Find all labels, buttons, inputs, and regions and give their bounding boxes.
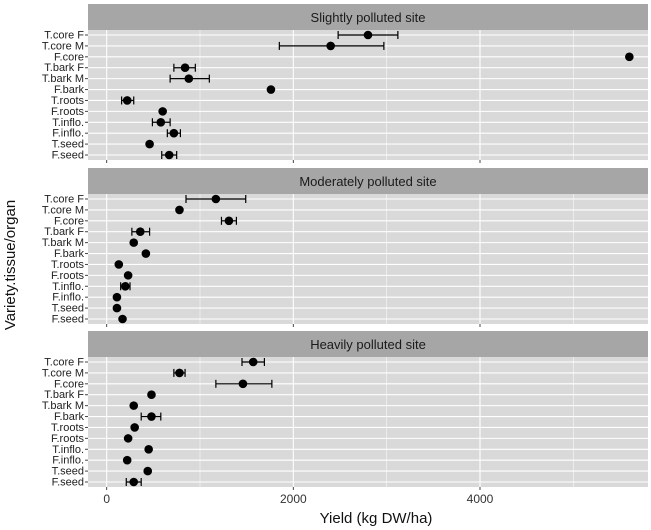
- y-tick-label: F.inflo.: [52, 128, 84, 140]
- data-point: [158, 107, 167, 116]
- y-tick-label: T.roots: [51, 422, 85, 434]
- y-tick-label: T.roots: [51, 95, 85, 107]
- y-tick-label: T.core F: [44, 357, 84, 369]
- data-point: [326, 41, 335, 51]
- data-point: [123, 434, 133, 443]
- data-point: [129, 238, 139, 247]
- y-tick-label: F.core: [54, 378, 84, 390]
- y-tick-label: T.core F: [44, 30, 84, 42]
- y-tick-label: F.inflo.: [52, 292, 84, 304]
- data-point: [175, 205, 184, 215]
- data-point: [143, 466, 153, 476]
- data-point: [122, 455, 132, 465]
- y-tick-label: F.bark: [54, 84, 84, 96]
- data-point: [175, 368, 184, 378]
- data-point: [122, 96, 132, 105]
- panel-background: [88, 194, 648, 324]
- y-axis-title: Variety.tissue/organ: [2, 200, 19, 330]
- y-tick-label: F.bark: [54, 411, 84, 423]
- y-tick-label: F.seed: [52, 314, 84, 326]
- y-tick-label: T.core M: [42, 204, 84, 216]
- data-point: [112, 303, 122, 313]
- data-point: [121, 281, 130, 291]
- y-tick-label: T.seed: [52, 139, 84, 151]
- x-tick-label: 0: [103, 492, 110, 506]
- data-point: [144, 444, 153, 454]
- data-point: [145, 139, 154, 149]
- y-tick-label: F.seed: [52, 150, 84, 162]
- y-tick-label: T.inflo.: [52, 117, 84, 129]
- y-tick-label: T.bark F: [44, 226, 84, 238]
- y-tick-label: F.inflo.: [52, 455, 84, 467]
- data-point: [123, 271, 133, 280]
- data-point: [248, 357, 258, 367]
- panel-background: [88, 30, 648, 160]
- facet-title: Moderately polluted site: [299, 174, 436, 189]
- data-point: [625, 52, 634, 62]
- y-tick-label: T.inflo.: [52, 281, 84, 293]
- y-tick-label: F.roots: [51, 270, 85, 282]
- y-tick-label: T.seed: [52, 466, 84, 478]
- facet-title: Heavily polluted site: [310, 337, 426, 352]
- y-tick-label: T.inflo.: [52, 444, 84, 456]
- data-point: [129, 401, 139, 410]
- facet-strip: [88, 168, 648, 194]
- data-point: [156, 117, 166, 127]
- y-tick-label: F.roots: [51, 106, 85, 118]
- y-tick-label: F.bark: [54, 248, 84, 260]
- y-tick-label: T.bark F: [44, 62, 84, 74]
- y-tick-label: T.bark M: [42, 237, 84, 249]
- data-point: [147, 412, 156, 421]
- data-point: [129, 477, 139, 487]
- y-tick-label: T.bark M: [42, 400, 84, 412]
- y-tick-label: T.core M: [42, 40, 84, 52]
- data-point: [238, 379, 248, 389]
- facet-title: Slightly polluted site: [311, 10, 426, 25]
- y-tick-label: F.seed: [52, 477, 84, 489]
- y-tick-label: T.bark M: [42, 73, 84, 85]
- y-tick-label: F.roots: [51, 433, 85, 445]
- data-point: [224, 216, 234, 226]
- data-point: [147, 390, 156, 400]
- data-point: [169, 128, 179, 138]
- y-tick-label: T.bark F: [44, 389, 84, 401]
- y-tick-label: F.core: [54, 215, 84, 227]
- data-point: [135, 227, 145, 237]
- y-tick-label: F.core: [54, 51, 84, 63]
- data-point: [211, 194, 221, 204]
- y-tick-label: T.seed: [52, 303, 84, 315]
- data-point: [114, 260, 124, 269]
- y-tick-label: T.core F: [44, 194, 84, 206]
- data-point: [118, 314, 127, 324]
- panel-background: [88, 357, 648, 487]
- facet-strip: [88, 4, 648, 30]
- y-tick-label: T.core M: [42, 367, 84, 379]
- x-axis-title: Yield (kg DW/ha): [320, 510, 433, 527]
- x-tick-label: 2000: [280, 492, 307, 506]
- data-point: [363, 30, 373, 40]
- y-tick-label: T.roots: [51, 259, 85, 271]
- data-point: [130, 423, 139, 432]
- data-point: [180, 63, 190, 73]
- facet-strip: [88, 331, 648, 357]
- data-point: [164, 150, 174, 160]
- data-point: [141, 249, 151, 258]
- data-point: [184, 74, 194, 83]
- data-point: [112, 292, 122, 302]
- data-point: [266, 85, 276, 94]
- x-tick-label: 4000: [467, 492, 494, 506]
